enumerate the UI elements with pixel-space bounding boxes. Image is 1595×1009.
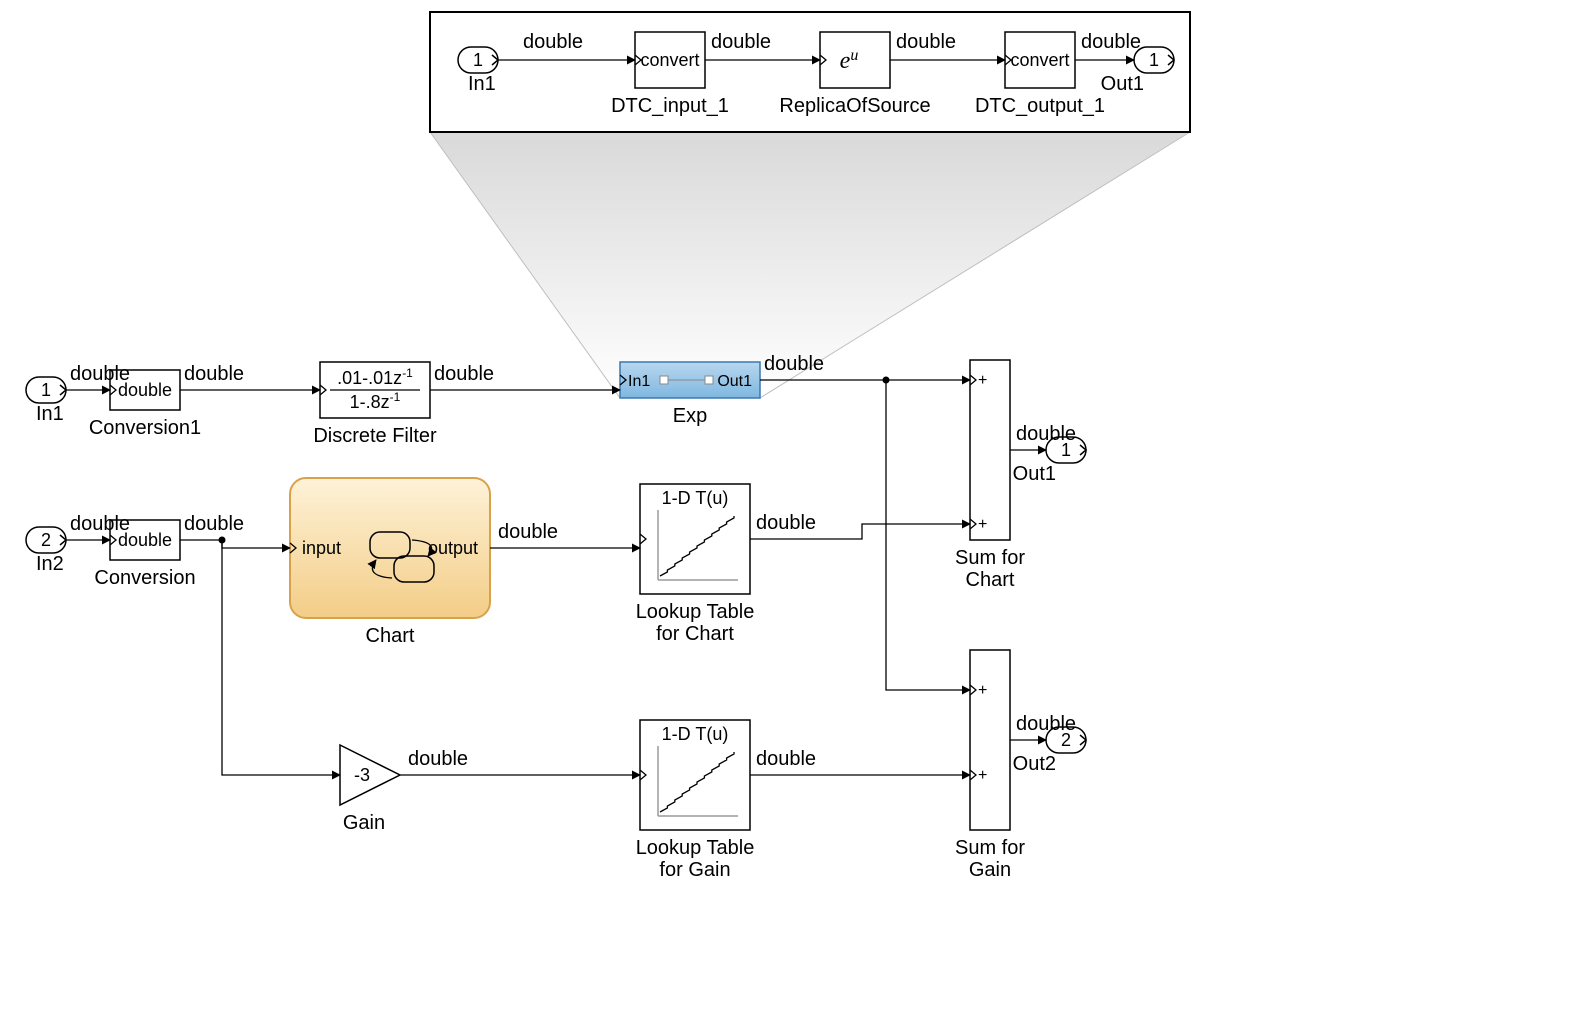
- signal-type-label: double: [184, 363, 244, 385]
- signal-type-label: double: [523, 31, 583, 53]
- lookup-table-gain-block[interactable]: 1-D T(u): [640, 720, 750, 830]
- signal-type-label: double: [756, 748, 816, 770]
- sub-out1-port-label: Out1: [1101, 73, 1144, 95]
- signal-type-label: double: [498, 521, 558, 543]
- svg-text:+: +: [978, 372, 987, 389]
- svg-text:Out1: Out1: [717, 373, 752, 390]
- dtc-output-block[interactable]: convert: [1005, 32, 1075, 88]
- signal-type-label: double: [184, 513, 244, 535]
- signal-type-label: double: [70, 363, 130, 385]
- w-exp-sumgain: [886, 380, 970, 690]
- lookup-table-chart-block-label: for Chart: [656, 623, 734, 645]
- svg-text:output: output: [428, 538, 478, 558]
- sum-chart-block-label: Chart: [966, 569, 1015, 591]
- chart-label: Chart: [366, 625, 415, 647]
- svg-text:input: input: [302, 538, 341, 558]
- conversion-label: Conversion: [94, 567, 195, 589]
- gain-block[interactable]: -3: [340, 745, 400, 805]
- sum-gain-block-label: Sum for: [955, 837, 1025, 859]
- svg-text:-3: -3: [354, 765, 370, 785]
- sum-gain-block-label: Gain: [969, 859, 1011, 881]
- svg-text:1-D T(u): 1-D T(u): [662, 724, 729, 744]
- in1-port[interactable]: 1In1: [26, 377, 66, 425]
- gain-label: Gain: [343, 812, 385, 834]
- svg-text:+: +: [978, 767, 987, 784]
- signal-type-label: double: [434, 363, 494, 385]
- signal-type-label: double: [764, 353, 824, 375]
- signal-type-label: double: [711, 31, 771, 53]
- svg-text:2: 2: [41, 530, 51, 550]
- svg-text:1-D T(u): 1-D T(u): [662, 488, 729, 508]
- w-conv-chart: [180, 540, 290, 548]
- sum-chart-block-label: Sum for: [955, 547, 1025, 569]
- lookup-table-chart-block-label: Lookup Table: [636, 601, 755, 623]
- lookup-table-gain-block-label: for Gain: [659, 859, 730, 881]
- svg-text:convert: convert: [640, 50, 699, 70]
- out2-port-label: Out2: [1013, 753, 1056, 775]
- exp-subsystem-block[interactable]: In1 Out1: [620, 362, 760, 398]
- conversion1-label: Conversion1: [89, 417, 201, 439]
- chart-block[interactable]: input output: [290, 478, 490, 618]
- replica-label: ReplicaOfSource: [779, 95, 930, 117]
- in2-port[interactable]: 2In2: [26, 527, 66, 575]
- svg-text:1: 1: [41, 380, 51, 400]
- signal-type-label: double: [1016, 713, 1076, 735]
- signal-type-label: double: [408, 748, 468, 770]
- svg-text:.01-.01z-1: .01-.01z-1: [337, 366, 413, 388]
- in1-port-label: In1: [36, 403, 64, 425]
- sum-gain-block[interactable]: ++: [970, 650, 1010, 830]
- exp-label: Exp: [673, 405, 707, 427]
- discrete-filter-label: Discrete Filter: [313, 425, 437, 447]
- replica-block[interactable]: eu: [820, 32, 890, 88]
- signal-type-label: double: [1081, 31, 1141, 53]
- svg-text:convert: convert: [1010, 50, 1069, 70]
- signal-type-label: double: [1016, 423, 1076, 445]
- sub-in1-port-label: In1: [468, 73, 496, 95]
- dtc-input-block[interactable]: convert: [635, 32, 705, 88]
- lookup-table-chart-block[interactable]: 1-D T(u): [640, 484, 750, 594]
- out1-port-label: Out1: [1013, 463, 1056, 485]
- signal-type-label: double: [896, 31, 956, 53]
- svg-text:+: +: [978, 682, 987, 699]
- dtc-input-label: DTC_input_1: [611, 95, 729, 117]
- svg-text:In1: In1: [628, 373, 650, 390]
- signal-type-label: double: [756, 512, 816, 534]
- svg-text:1: 1: [1149, 50, 1159, 70]
- in2-port-label: In2: [36, 553, 64, 575]
- dtc-output-label: DTC_output_1: [975, 95, 1105, 117]
- svg-text:1: 1: [473, 50, 483, 70]
- lookup-table-gain-block-label: Lookup Table: [636, 837, 755, 859]
- svg-text:+: +: [978, 516, 987, 533]
- discrete-filter-block[interactable]: .01-.01z-11-.8z-1: [320, 362, 430, 418]
- signal-type-label: double: [70, 513, 130, 535]
- sum-chart-block[interactable]: ++: [970, 360, 1010, 540]
